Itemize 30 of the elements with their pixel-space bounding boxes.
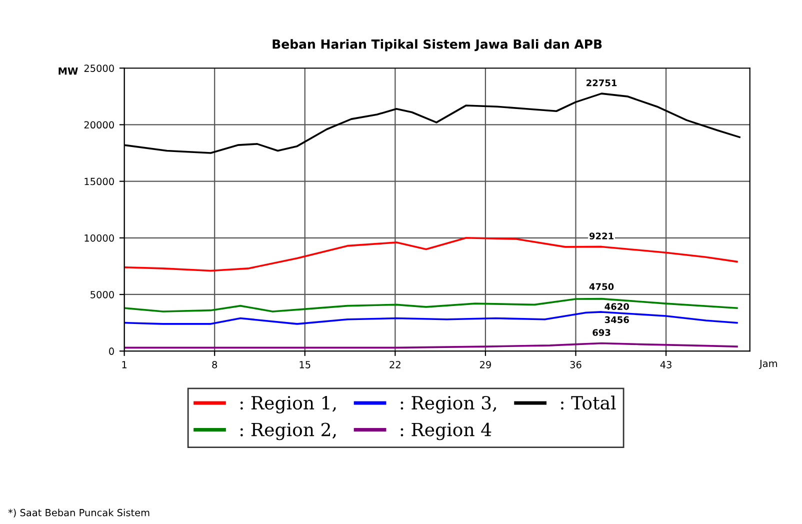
y-tick-label: 5000	[90, 290, 114, 298]
y-tick-label: 0	[109, 348, 114, 355]
y-axis-title: MW	[58, 68, 78, 75]
line-series	[124, 311, 738, 325]
text: *) Saat Beban Puncak Sistem	[8, 508, 150, 518]
x-tick-label: 36	[570, 360, 582, 368]
x-tick-label: 29	[480, 360, 491, 368]
line-series	[124, 298, 738, 312]
x-tick-label: 1	[122, 361, 127, 368]
x-tick-label: 8	[212, 360, 218, 368]
data-label: 9221	[589, 232, 614, 240]
annotation: 4750	[589, 283, 614, 290]
y-tick-label: 25000	[84, 64, 114, 72]
y-tick-label: 10000	[84, 234, 114, 242]
x-tick-label: 15	[300, 361, 310, 368]
data-label: 693	[592, 329, 610, 336]
legend-label: : Region 2,	[240, 422, 336, 440]
legend-label: : Total	[561, 396, 616, 410]
data-label: 4620	[604, 303, 630, 310]
y-tick-label: 20000	[84, 121, 114, 129]
x-tick-label: 43	[660, 360, 672, 368]
data-label: 22751	[586, 79, 617, 86]
x-axis-title: Jam	[758, 360, 777, 369]
legend-label: : Region 4	[400, 422, 492, 440]
x-tick-label: 22	[390, 360, 400, 368]
chart-title: Beban Harian Tipikal Sistem Jawa Bali dan APB	[272, 39, 602, 52]
y-tick-label: 15000	[84, 178, 114, 186]
data-label: 3456	[604, 316, 629, 324]
legend-label: : Region 3,	[400, 396, 496, 414]
legend-label: : Region 1,	[240, 396, 336, 414]
